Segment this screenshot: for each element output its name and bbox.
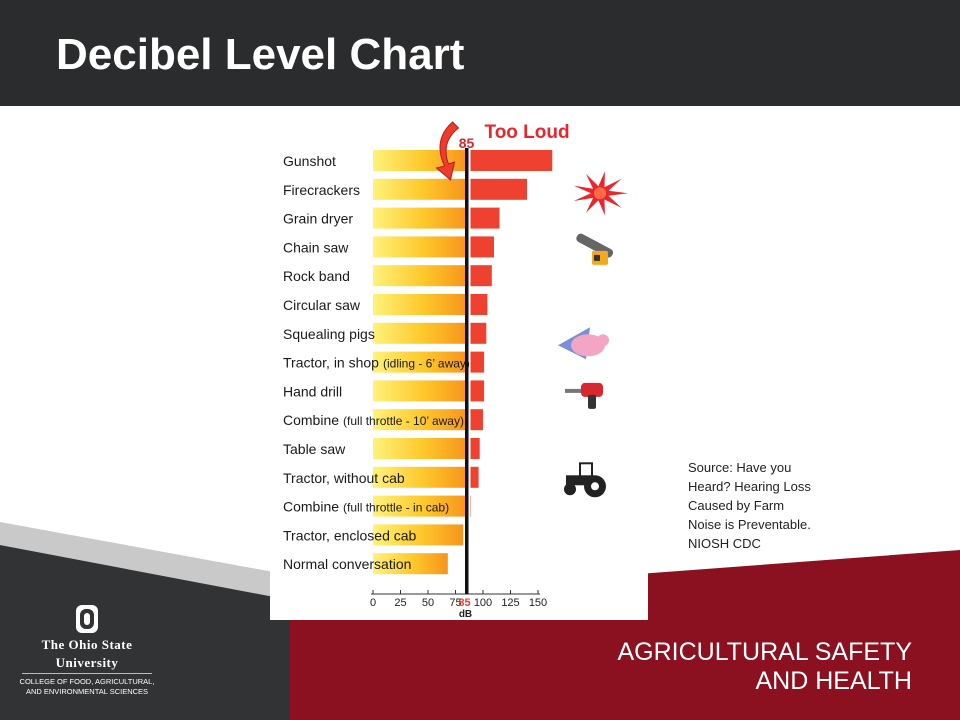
hand-drill-icon <box>565 382 603 409</box>
noise-icons <box>558 171 628 498</box>
category-label: Firecrackers <box>283 182 360 198</box>
bar-safe <box>373 553 448 575</box>
too-loud-caption: Too Loud <box>485 122 570 143</box>
category-label: Tractor, in shop (idling - 6’ away) <box>283 355 470 371</box>
threshold-marker: 85 Too Loud <box>435 121 570 594</box>
category-label: Combine (full throttle - 10’ away) <box>283 412 464 428</box>
footer-gray-stripe <box>0 522 290 600</box>
college-name-line2: AND ENVIRONMENTAL SCIENCES <box>25 687 149 696</box>
threshold-line <box>465 148 469 594</box>
bar-loud <box>470 178 527 200</box>
source-note: Source: Have you Heard? Hearing Loss Cau… <box>688 458 858 553</box>
bar-loud <box>470 294 488 315</box>
explosion-icon <box>573 171 628 216</box>
x-tick-label: 150 <box>529 597 547 609</box>
category-label: Gunshot <box>283 153 336 169</box>
bar-safe <box>373 495 467 517</box>
footer-dark-panel <box>0 545 290 720</box>
source-line: Source: Have you <box>688 460 792 475</box>
bar-loud <box>470 322 487 344</box>
bar-loud <box>470 438 480 459</box>
bar-loud <box>470 409 483 431</box>
block-o-icon <box>76 605 98 633</box>
source-line: Noise is Preventable. <box>688 517 811 532</box>
source-line: NIOSH CDC <box>688 536 761 551</box>
x-tick-label: 75 <box>449 597 461 609</box>
x-tick-label: 100 <box>474 597 492 609</box>
program-title-line2: AND HEALTH <box>755 667 912 695</box>
loud-bars <box>470 150 553 517</box>
bar-safe <box>373 466 467 488</box>
bar-safe <box>373 294 467 315</box>
bar-safe <box>373 178 467 200</box>
bar-safe <box>373 438 467 459</box>
college-name-line1: COLLEGE OF FOOD, AGRICULTURAL, <box>19 677 155 686</box>
threshold-label: 85 <box>459 135 475 151</box>
program-title: AGRICULTURAL SAFETY AND HEALTH <box>560 638 913 696</box>
category-label: Combine (full throttle - in cab) <box>283 499 449 515</box>
bar-loud <box>470 380 485 402</box>
slide-title: Decibel Level Chart <box>56 30 465 79</box>
university-name-line1: The Ohio State <box>41 637 133 652</box>
category-label: Rock band <box>283 268 350 284</box>
threshold-tick-label: 85 <box>458 597 470 609</box>
bar-safe <box>373 265 467 287</box>
x-tick-label: 125 <box>501 597 519 609</box>
university-logo: The Ohio State University COLLEGE OF FOO… <box>14 604 160 697</box>
category-label: Tractor, without cab <box>283 470 405 486</box>
chainsaw-icon <box>576 233 614 265</box>
source-line: Heard? Hearing Loss <box>688 479 811 494</box>
x-tick-label: 50 <box>422 597 434 609</box>
source-line: Caused by Farm <box>688 498 785 513</box>
bar-safe <box>373 380 467 402</box>
category-label: Circular saw <box>283 297 361 313</box>
program-title-line1: AGRICULTURAL SAFETY <box>617 638 913 666</box>
bar-safe <box>373 409 467 431</box>
bar-loud <box>470 351 485 373</box>
x-tick-label: 25 <box>394 597 406 609</box>
bar-loud <box>470 265 492 287</box>
x-tick-label: 0 <box>370 597 376 609</box>
category-label: Chain saw <box>283 239 349 255</box>
category-label: Tractor, enclosed cab <box>283 527 417 543</box>
slide-header: Decibel Level Chart <box>0 0 960 106</box>
bar-safe <box>373 524 464 546</box>
safe-bars <box>373 150 467 575</box>
category-label: Squealing pigs <box>283 326 375 342</box>
pig-icon <box>558 327 609 360</box>
bar-safe <box>373 236 467 258</box>
logo-divider <box>22 673 152 674</box>
x-axis-label: dB <box>459 609 472 620</box>
tractor-icon <box>564 462 606 498</box>
bar-loud <box>470 207 500 229</box>
category-label: Grain dryer <box>283 211 353 227</box>
bar-loud <box>470 150 553 171</box>
bar-loud <box>470 236 494 258</box>
curved-arrow-icon <box>435 121 460 181</box>
category-label: Normal conversation <box>283 556 411 572</box>
decibel-chart: Gunshot Firecrackers Grain dryer Chain saw R… <box>270 110 648 620</box>
university-name-line2: University <box>55 655 119 670</box>
category-label: Hand drill <box>283 383 342 399</box>
bar-safe <box>373 351 467 373</box>
bar-safe <box>373 322 467 344</box>
bar-loud <box>470 466 479 488</box>
bar-safe <box>373 207 467 229</box>
category-label: Table saw <box>283 441 346 457</box>
category-labels: Gunshot Firecrackers Grain dryer Chain saw R… <box>283 153 470 572</box>
